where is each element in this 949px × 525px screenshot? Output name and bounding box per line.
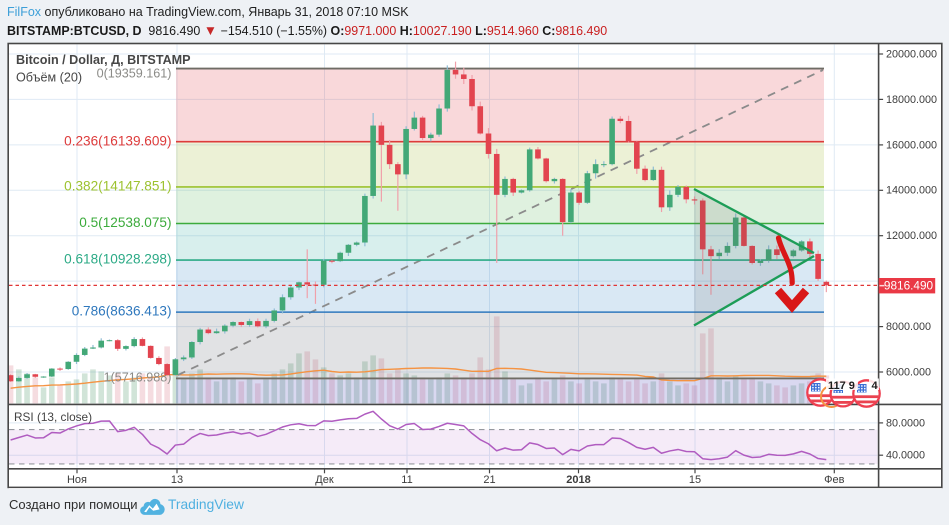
svg-text:15: 15 (689, 474, 701, 486)
svg-text:0.382(14147.851): 0.382(14147.851) (64, 178, 171, 193)
svg-text:14000.000: 14000.000 (886, 185, 937, 197)
svg-text:9816.490: 9816.490 (884, 278, 934, 292)
svg-text:0.618(10928.298): 0.618(10928.298) (64, 252, 171, 267)
svg-text:0(19359.161): 0(19359.161) (97, 66, 172, 80)
svg-text:Объём (20): Объём (20) (16, 71, 82, 85)
svg-text:0.5(12538.075): 0.5(12538.075) (79, 215, 171, 230)
svg-text:Bitcoin / Dollar, Д, BITSTAMP: Bitcoin / Dollar, Д, BITSTAMP (16, 53, 191, 67)
svg-text:117 9: 117 9 (828, 380, 855, 392)
svg-text:6000.000: 6000.000 (886, 366, 931, 378)
svg-text:80.0000: 80.0000 (886, 417, 925, 429)
svg-text:2018: 2018 (566, 474, 590, 486)
svg-text:Фев: Фев (824, 474, 844, 486)
svg-text:11: 11 (401, 474, 412, 486)
svg-text:20000.000: 20000.000 (886, 48, 937, 60)
svg-text:Ноя: Ноя (67, 474, 87, 486)
svg-text:12000.000: 12000.000 (886, 230, 937, 242)
svg-text:40.0000: 40.0000 (886, 450, 925, 462)
svg-text:18000.000: 18000.000 (886, 94, 937, 106)
svg-text:8000.000: 8000.000 (886, 321, 931, 333)
svg-text:RSI (13, close): RSI (13, close) (14, 410, 92, 424)
svg-text:0.236(16139.609): 0.236(16139.609) (64, 133, 171, 148)
svg-text:16000.000: 16000.000 (886, 139, 937, 151)
svg-text:13: 13 (171, 474, 183, 486)
svg-text:1(5716.988): 1(5716.988) (104, 371, 172, 385)
svg-text:0.786(8636.413): 0.786(8636.413) (72, 304, 172, 319)
svg-text:Дек: Дек (315, 474, 334, 486)
svg-text:21: 21 (483, 474, 495, 486)
svg-text:4: 4 (872, 380, 879, 392)
